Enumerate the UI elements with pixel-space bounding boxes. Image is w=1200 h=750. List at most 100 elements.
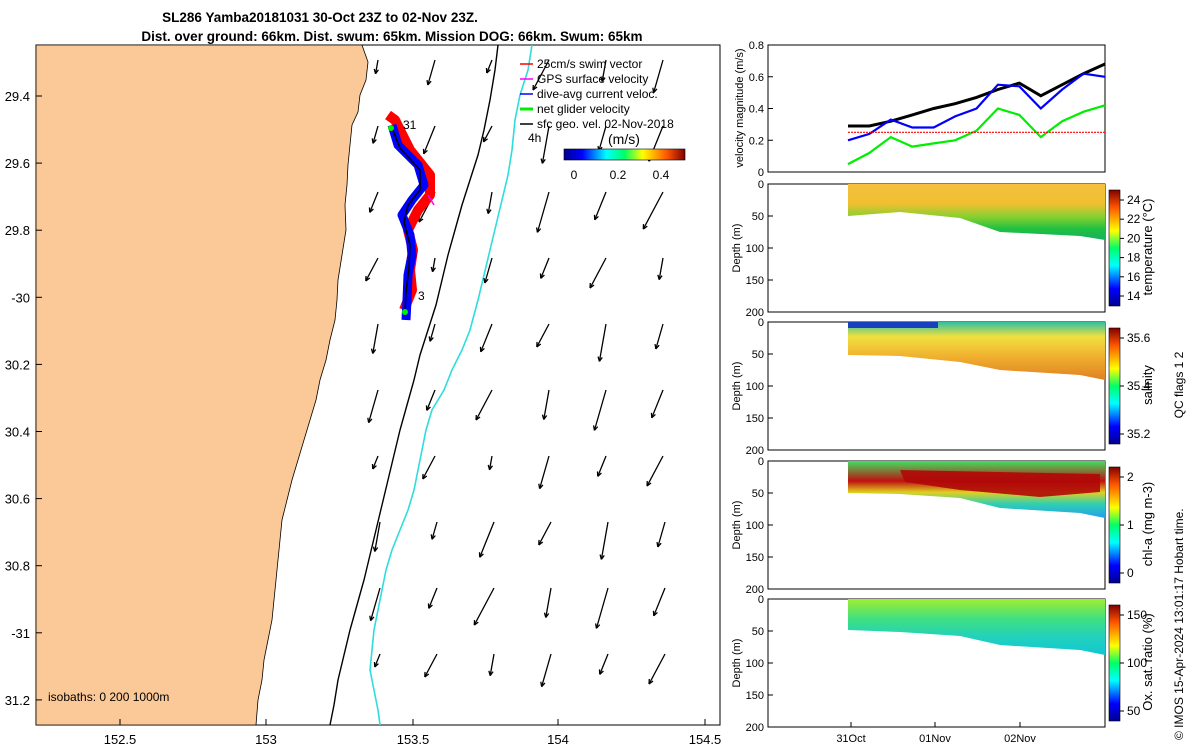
geo-velocity-arrow	[428, 587, 438, 609]
track-start-marker	[388, 125, 394, 131]
geo-velocity-arrow	[374, 521, 381, 552]
geo-velocity-arrowhead	[539, 273, 545, 279]
geo-velocity-arrowhead	[589, 282, 595, 289]
temperature-field	[848, 184, 1105, 240]
geo-velocity-arrowhead	[538, 483, 544, 490]
geo-velocity-arrow	[372, 125, 379, 144]
geo-velocity-arrow	[426, 389, 436, 411]
geo-velocity-arrowhead	[543, 612, 550, 618]
depth-tick-label: 50	[752, 626, 764, 638]
depth-tick-label: 150	[746, 275, 764, 287]
velocity-lines	[847, 62, 1106, 166]
velocity-ylabel: velocity magnitude (m/s)	[734, 48, 746, 167]
geo-velocity-arrow	[422, 455, 436, 480]
geo-velocity-arrow	[540, 257, 550, 279]
geo-velocity-arrow	[374, 59, 379, 74]
time-axis-ticks: 31Oct 01Nov 02Nov	[836, 722, 1036, 745]
map-cb-tick-2: 0.4	[653, 168, 670, 182]
velocity-series-line	[848, 62, 1106, 128]
geo-velocity-arrowhead	[430, 534, 436, 540]
geo-velocity-arrowhead	[646, 480, 652, 487]
map-y-tick-label: 29.4	[5, 89, 30, 104]
map-cb-tick-0: 0	[571, 168, 578, 182]
velocity-y-tick-label: 0.2	[749, 135, 764, 147]
chla-maximum	[900, 470, 1100, 497]
geo-velocity-arrow	[475, 389, 493, 421]
legend-net: net glider velocity	[537, 102, 630, 116]
oxygen-field	[848, 599, 1105, 655]
salinity-cblabel: salinity	[1140, 365, 1155, 405]
geo-velocity-arrowhead	[371, 463, 377, 470]
oxygen-cblabel: Ox. sat. ratio (%)	[1140, 613, 1155, 711]
geo-velocity-arrowhead	[592, 425, 599, 431]
map-colorbar-unit: (m/s)	[608, 131, 640, 147]
geo-velocity-arrowhead	[427, 603, 433, 609]
geo-velocity-arrow	[600, 521, 609, 560]
velocity-series-line	[847, 72, 1106, 142]
net-glider-velocity-track	[391, 127, 421, 313]
depth-tick-label: 0	[758, 456, 764, 468]
temperature-cblabel: temperature (°C)	[1140, 199, 1155, 296]
geo-velocity-arrowhead	[479, 346, 485, 353]
colorbar-tick-label: 0	[1127, 566, 1134, 580]
geo-velocity-arrowhead	[536, 341, 542, 348]
geo-velocity-arrow	[431, 257, 436, 272]
oxygen-colorbar	[1108, 604, 1121, 722]
geo-velocity-arrowhead	[540, 681, 546, 688]
geo-velocity-arrow	[532, 59, 550, 91]
geo-velocity-arrowhead	[599, 554, 605, 560]
profile-panels: temperature (°C) Depth (m) salinity QC f…	[731, 179, 1186, 734]
geo-velocity-arrow	[657, 521, 666, 548]
geo-velocity-arrowhead	[478, 552, 484, 558]
colorbar-tick-label: 14	[1127, 289, 1141, 303]
map-panel: 31 3 4h 25cm/s swim vector GPS surface v…	[5, 44, 721, 747]
geo-velocity-arrowhead	[654, 343, 660, 350]
geo-velocity-arrow	[655, 323, 664, 350]
map-cb-tick-1: 0.2	[610, 168, 627, 182]
map-x-tick-label: 152.5	[104, 732, 137, 747]
geo-velocity-arrow	[365, 257, 379, 282]
time-tick-label: 01Nov	[919, 733, 951, 745]
chla-ylabel: Depth (m)	[731, 501, 743, 550]
colorbar-tick-label: 24	[1127, 193, 1141, 207]
colorbar-tick-label: 2	[1127, 470, 1134, 484]
salinity-colorbar	[1108, 327, 1121, 445]
geo-velocity-arrow	[598, 125, 607, 152]
colorbar-tick-label: 150	[1127, 608, 1147, 622]
geo-velocity-arrowhead	[598, 669, 604, 675]
depth-tick-label: 200	[746, 584, 764, 596]
geo-velocity-arrow	[479, 521, 495, 558]
colorbar-tick-label: 35.6	[1127, 331, 1151, 345]
map-y-tick-label: 30.2	[5, 357, 30, 372]
legend-geo: sfc geo. vel. 02-Nov-2018	[537, 117, 674, 131]
depth-tick-label: 0	[758, 594, 764, 606]
velocity-series-line	[847, 104, 1106, 166]
gps-surface-velocity-mark	[427, 194, 435, 206]
depth-tick-label: 150	[746, 552, 764, 564]
geo-velocity-arrow	[372, 455, 379, 470]
map-y-tick-label: 30.8	[5, 559, 30, 574]
geo-velocity-arrow	[484, 257, 493, 284]
geo-velocity-arrow	[543, 389, 550, 420]
geo-velocity-arrowhead	[650, 412, 656, 419]
geo-velocity-arrowhead	[593, 214, 599, 221]
geo-velocity-arrowhead	[532, 84, 538, 91]
colorbar-tick-label: 100	[1127, 656, 1147, 670]
oxygen-ylabel: Depth (m)	[731, 639, 743, 688]
geo-velocity-arrowhead	[430, 266, 436, 273]
geo-velocity-arrowhead	[540, 158, 546, 164]
geo-velocity-arrow	[651, 389, 664, 419]
geo-velocity-arrow	[594, 191, 607, 221]
geo-velocity-arrow	[536, 191, 550, 233]
geo-velocity-arrowhead	[597, 356, 603, 362]
geo-velocity-arrow	[473, 587, 495, 626]
oxygen-panel: Ox. sat. ratio (%) Depth (m)	[731, 598, 1155, 728]
geo-velocity-arrowhead	[365, 275, 371, 282]
geo-velocity-arrow	[427, 59, 436, 86]
geo-velocity-arrows	[365, 59, 666, 688]
depth-tick-label: 0	[758, 179, 764, 191]
geo-velocity-arrowhead	[600, 76, 606, 83]
geo-velocity-arrow	[480, 323, 493, 353]
geo-velocity-arrow	[424, 653, 438, 678]
